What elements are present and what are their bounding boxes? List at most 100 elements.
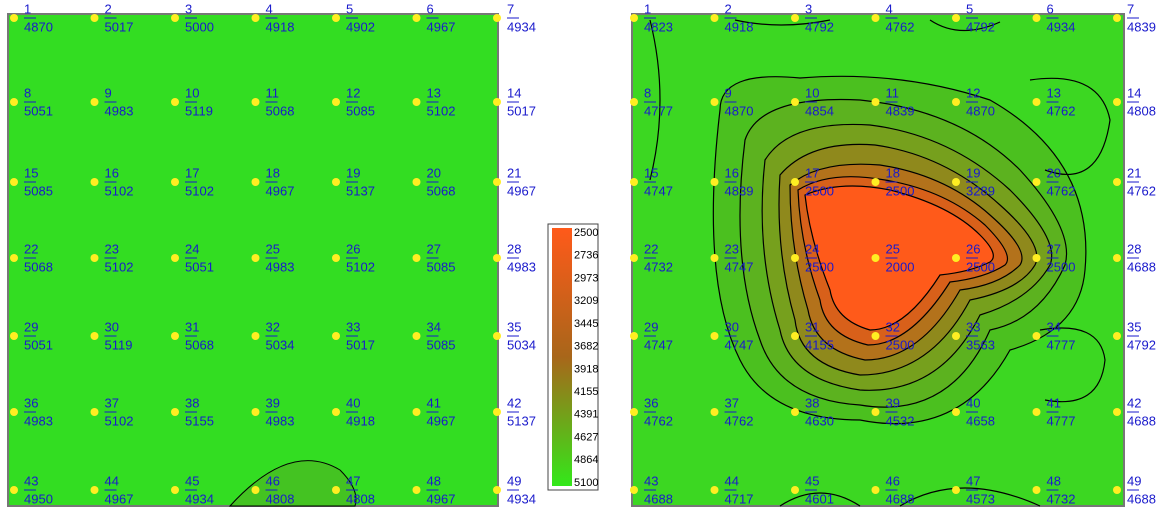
point-value: 4870 xyxy=(966,103,995,118)
point-value: 5137 xyxy=(507,413,536,428)
point-value: 4967 xyxy=(427,491,456,506)
points: 1487025017350004491854902649677493485051… xyxy=(10,1,1156,506)
point-id: 17 xyxy=(185,165,199,180)
grid-point xyxy=(412,14,421,22)
legend-label: 2500 xyxy=(574,227,598,239)
grid-point xyxy=(332,486,340,494)
grid-point xyxy=(412,178,421,186)
point-id: 30 xyxy=(105,319,119,334)
point-id: 31 xyxy=(805,319,819,334)
grid-point xyxy=(630,178,638,186)
point-value: 5119 xyxy=(105,337,133,352)
legend-label: 2973 xyxy=(574,272,598,284)
point-id: 48 xyxy=(427,473,441,488)
point-id: 16 xyxy=(105,165,119,180)
point-value: 4747 xyxy=(644,337,673,352)
grid-point xyxy=(493,408,501,416)
point-id: 22 xyxy=(24,241,38,256)
grid-point xyxy=(1113,408,1121,416)
point-value: 2500 xyxy=(805,259,834,274)
grid-point xyxy=(251,486,260,494)
point-value: 5102 xyxy=(105,183,134,198)
grid-point xyxy=(1032,254,1041,262)
point-id: 3 xyxy=(805,1,812,16)
point-id: 34 xyxy=(427,319,441,334)
grid-point xyxy=(952,14,960,22)
point-id: 21 xyxy=(507,165,521,180)
grid-point xyxy=(493,254,501,262)
point-value: 4732 xyxy=(1047,491,1076,506)
grid-point xyxy=(90,178,99,186)
grid-point xyxy=(332,254,340,262)
legend-label: 4155 xyxy=(574,386,598,398)
grid-point xyxy=(10,486,18,494)
point-id: 18 xyxy=(266,165,280,180)
point-id: 11 xyxy=(886,85,900,100)
point-value: 4918 xyxy=(725,19,754,34)
grid-point xyxy=(1032,486,1041,494)
grid-point xyxy=(1032,408,1041,416)
point-value: 4717 xyxy=(725,491,754,506)
point-id: 40 xyxy=(346,395,360,410)
point-value: 4808 xyxy=(266,491,295,506)
grid-point xyxy=(1113,332,1121,340)
point-value: 2500 xyxy=(966,259,995,274)
point-value: 5051 xyxy=(185,259,214,274)
point-id: 39 xyxy=(266,395,280,410)
grid-point xyxy=(871,178,880,186)
grid-point xyxy=(251,178,260,186)
point-value: 4839 xyxy=(1127,19,1156,34)
point-id: 8 xyxy=(24,85,31,100)
point-id: 13 xyxy=(1047,85,1061,100)
point-id: 41 xyxy=(427,395,441,410)
legend-label: 4391 xyxy=(574,409,598,421)
point-value: 5068 xyxy=(427,183,456,198)
point-value: 5137 xyxy=(346,183,375,198)
point-value: 5017 xyxy=(105,19,134,34)
point-value: 5000 xyxy=(185,19,214,34)
point-value: 4839 xyxy=(725,183,754,198)
grid-point xyxy=(630,254,638,262)
point-id: 24 xyxy=(185,241,199,256)
grid-point xyxy=(791,332,799,340)
point-value: 4918 xyxy=(346,413,375,428)
grid-point xyxy=(332,178,340,186)
grid-point xyxy=(791,98,799,106)
point-value: 5068 xyxy=(266,103,295,118)
point-value: 4839 xyxy=(886,103,915,118)
point-value: 4934 xyxy=(1047,19,1076,34)
point-id: 45 xyxy=(805,473,819,488)
legend-colorbar xyxy=(552,228,572,486)
grid-point xyxy=(171,332,179,340)
grid-point xyxy=(952,254,960,262)
point-value: 4762 xyxy=(644,413,673,428)
grid-point xyxy=(90,408,99,416)
point-id: 16 xyxy=(725,165,739,180)
point-value: 5085 xyxy=(346,103,375,118)
point-value: 4601 xyxy=(805,491,834,506)
legend-label: 3682 xyxy=(574,341,598,353)
point-value: 5017 xyxy=(346,337,375,352)
point-value: 4792 xyxy=(805,19,834,34)
grid-point xyxy=(791,408,799,416)
grid-point xyxy=(630,408,638,416)
point-id: 25 xyxy=(886,241,900,256)
point-value: 5068 xyxy=(24,259,53,274)
point-value: 5017 xyxy=(507,103,536,118)
point-value: 4688 xyxy=(1127,413,1156,428)
point-value: 4762 xyxy=(886,19,915,34)
point-value: 4762 xyxy=(725,413,754,428)
point-id: 37 xyxy=(725,395,739,410)
point-id: 2 xyxy=(725,1,732,16)
point-id: 27 xyxy=(427,241,441,256)
grid-point xyxy=(412,332,421,340)
point-id: 32 xyxy=(266,319,280,334)
point-value: 4747 xyxy=(725,337,754,352)
grid-point xyxy=(1113,486,1121,494)
contours xyxy=(649,19,1111,507)
point-value: 5119 xyxy=(185,103,213,118)
point-id: 6 xyxy=(1047,1,1054,16)
point-value: 3563 xyxy=(966,337,995,352)
grid-point xyxy=(871,486,880,494)
grid-point xyxy=(10,14,18,22)
